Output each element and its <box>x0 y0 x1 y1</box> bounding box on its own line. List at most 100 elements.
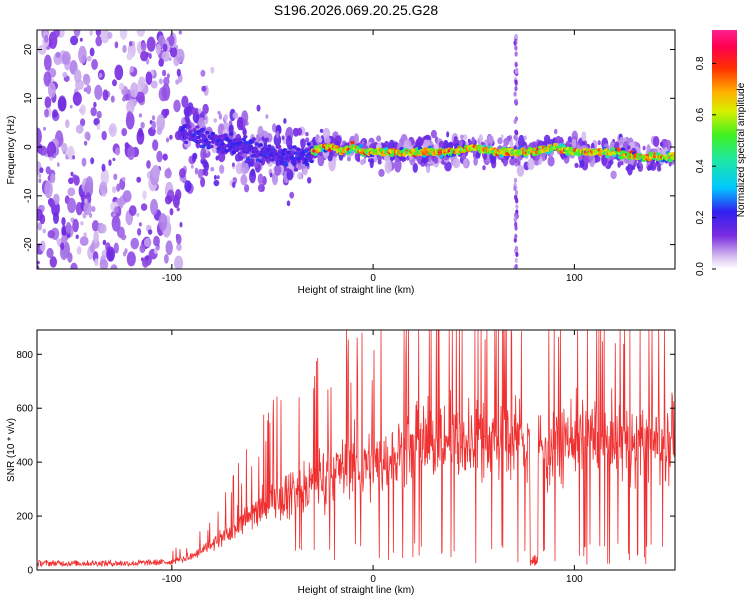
spectrogram-noise-blob <box>138 222 142 227</box>
spectrogram-noise-blob <box>79 236 89 247</box>
spectrogram-noise-blob <box>459 140 463 147</box>
spectrogram-noise-blob <box>164 195 172 205</box>
spectrogram-noise-blob <box>388 139 395 151</box>
spectrogram-stripe-blob <box>514 86 518 92</box>
spectrogram-stripe-blob <box>513 217 517 223</box>
spectrogram-noise-blob <box>83 73 90 82</box>
spectrogram-noise-blob <box>91 220 100 232</box>
spectrogram-stripe-blob <box>514 69 518 75</box>
spectrogram-noise-blob <box>482 165 486 171</box>
spectrogram-noise-blob <box>286 168 291 173</box>
spectrogram-ridge-point <box>229 132 234 136</box>
spectrogram-noise-blob <box>145 71 153 85</box>
spectrogram-noise-blob <box>129 205 137 217</box>
spectrogram-noise-blob <box>129 65 134 73</box>
spectrogram-noise-blob <box>202 103 209 115</box>
spectrogram-noise-blob <box>37 260 40 265</box>
spectrogram-noise-blob <box>68 177 74 185</box>
spectrogram-noise-blob <box>47 230 56 239</box>
spectrogram-ridge-point <box>288 144 293 149</box>
spectrogram-noise-blob <box>446 131 450 138</box>
spectrogram-noise-blob <box>257 173 264 185</box>
spectrogram-noise-blob <box>175 79 180 85</box>
spectrogram-noise-blob <box>44 34 49 43</box>
spectrogram-noise-blob <box>516 164 525 177</box>
spectrogram-noise-blob <box>168 34 175 47</box>
snr-marks <box>37 330 675 568</box>
spectrogram-noise-blob <box>376 135 382 142</box>
spectrogram-noise-blob <box>274 164 282 176</box>
spectrogram-noise-blob <box>113 242 120 254</box>
spectrogram-noise-blob <box>43 71 52 87</box>
spectrogram-noise-blob <box>75 234 79 239</box>
snr-y-ticks: 0 200 400 600 800 <box>16 350 675 577</box>
spectrogram-ridge-point <box>238 156 244 160</box>
spectrogram-noise-blob <box>653 136 660 148</box>
spectrogram-noise-blob <box>184 180 192 193</box>
spectrogram-noise-blob <box>73 30 81 37</box>
spectrogram-noise-blob <box>478 134 483 142</box>
spectrogram-noise-blob <box>646 144 651 153</box>
spectrogram-noise-blob <box>263 130 269 139</box>
spectrogram-noise-blob <box>102 239 107 246</box>
spectrogram-noise-blob <box>198 117 205 130</box>
spectrogram-noise-blob <box>112 79 117 87</box>
spectrogram-noise-blob <box>89 243 96 253</box>
spectrogram-noise-blob <box>378 168 385 177</box>
spectrogram-ridge-point <box>253 146 258 150</box>
spectrogram-noise-blob <box>192 152 198 160</box>
spectrogram-noise-blob <box>582 140 586 147</box>
spectrogram-noise-blob <box>151 39 156 45</box>
spectrogram-noise-blob <box>143 237 152 248</box>
spectrogram-noise-blob <box>129 41 133 47</box>
spectrogram-noise-blob <box>523 135 527 141</box>
spectrogram-ridge-point <box>668 158 673 163</box>
spectrogram-ridge-point <box>671 156 675 160</box>
spectrogram-noise-blob <box>581 131 587 142</box>
colorbar-tick-label: 0.8 <box>695 56 706 70</box>
spectrogram-noise-blob <box>96 110 102 119</box>
spectrogram-noise-blob <box>403 139 410 151</box>
spectrogram-noise-blob <box>140 257 144 262</box>
spectrogram-noise-blob <box>553 128 558 135</box>
spectrogram-noise-blob <box>305 131 309 137</box>
spectrogram-noise-blob <box>357 157 361 163</box>
spectrogram-noise-blob <box>37 208 43 221</box>
spectrogram-noise-blob <box>527 157 535 171</box>
spectrogram-noise-blob <box>86 55 92 62</box>
spectrogram-stripe-blob <box>514 263 518 269</box>
chart-title: S196.2026.069.20.25.G28 <box>273 2 439 18</box>
spectrogram-ridge-point <box>198 139 203 144</box>
spectrogram-noise-blob <box>174 130 182 141</box>
spectrogram-noise-blob <box>158 78 163 85</box>
spectrogram-ridge-point <box>247 148 252 152</box>
snr-y-tick-label: 400 <box>16 458 33 469</box>
spectrogram-ridge-point <box>192 128 197 132</box>
spectrogram-noise-blob <box>151 115 156 121</box>
spectrogram-noise-blob <box>353 133 359 145</box>
spectrogram-noise-blob <box>119 30 128 40</box>
spectrogram-noise-blob <box>47 82 56 98</box>
spectrogram-noise-blob <box>38 178 42 183</box>
spectrogram-x-tick-label: 0 <box>370 273 376 284</box>
spectrogram-ridge-point <box>250 158 255 163</box>
snr-x-ticks: -100 0 100 <box>162 330 583 585</box>
spectrogram-noise-blob <box>137 228 142 236</box>
colorbar-ticks: 0.0 0.2 0.4 0.6 0.8 <box>695 56 716 276</box>
spectrogram-noise-blob <box>179 168 186 179</box>
spectrogram-noise-blob <box>219 164 225 174</box>
spectrogram-y-tick-label: -20 <box>23 237 34 252</box>
spectrogram-noise-blob <box>584 156 590 164</box>
spectrogram-ridge-point <box>292 145 297 149</box>
spectrogram-ridge-point <box>223 133 228 137</box>
spectrogram-ridge-point <box>236 147 241 151</box>
spectrogram-noise-blob <box>137 127 144 138</box>
spectrogram-stripe-blob <box>515 204 519 210</box>
spectrogram-noise-blob <box>463 134 468 141</box>
spectrogram-noise-blob <box>74 69 82 84</box>
spectrogram-stripe-blob <box>514 79 518 85</box>
spectrogram-noise-blob <box>234 153 242 162</box>
spectrogram-noise-blob <box>37 265 40 269</box>
spectrogram-noise-blob <box>185 117 191 125</box>
spectrogram-noise-blob <box>518 134 525 149</box>
